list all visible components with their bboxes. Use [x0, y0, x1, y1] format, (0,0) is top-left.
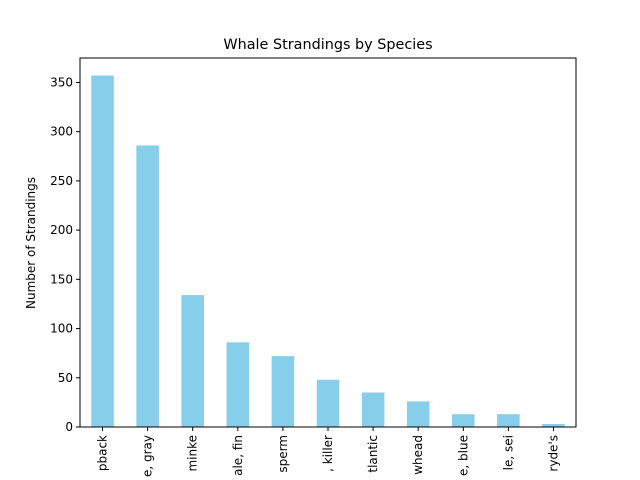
x-tick-label: e, gray	[141, 435, 155, 477]
x-tick-label: pback	[96, 435, 110, 471]
y-tick-label: 300	[50, 125, 73, 139]
bar-1	[136, 145, 159, 427]
y-tick-label: 100	[50, 322, 73, 336]
y-tick-label: 150	[50, 272, 73, 286]
x-tick-label: ryde's	[546, 435, 560, 472]
y-tick-label: 250	[50, 174, 73, 188]
y-tick-label: 50	[58, 371, 73, 385]
bar-3	[226, 342, 250, 427]
x-tick-label: minke	[186, 435, 200, 472]
bar-9	[497, 414, 520, 427]
bar-5	[316, 379, 340, 427]
y-tick-label: 200	[50, 223, 73, 237]
bar-4	[271, 356, 295, 427]
x-tick-label: le, sei	[501, 435, 515, 470]
bar-10	[542, 424, 565, 427]
bar-0	[91, 75, 114, 428]
x-tick-label: e, blue	[456, 435, 470, 476]
y-axis-label: Number of Strandings	[24, 177, 38, 309]
y-axis-ticks: 0 50 100 150 200 250 300 350	[50, 75, 80, 434]
bar-8	[452, 414, 475, 427]
y-tick-label: 0	[65, 420, 73, 434]
chart-title: Whale Strandings by Species	[223, 37, 432, 53]
x-tick-label: ale, fin	[231, 435, 245, 476]
bar-7	[406, 401, 430, 427]
bar-6	[361, 392, 385, 427]
bars-group	[91, 75, 565, 428]
x-axis-ticks: pback e, gray minke ale, fin sperm , killer tl…	[96, 427, 560, 477]
x-tick-label: whead	[411, 435, 425, 475]
bar-2	[181, 295, 204, 427]
x-tick-label: , killer	[321, 435, 335, 472]
y-tick-label: 350	[50, 75, 73, 89]
x-tick-label: tlantic	[366, 435, 380, 473]
plot-frame	[79, 57, 577, 428]
x-tick-label: sperm	[276, 435, 290, 473]
